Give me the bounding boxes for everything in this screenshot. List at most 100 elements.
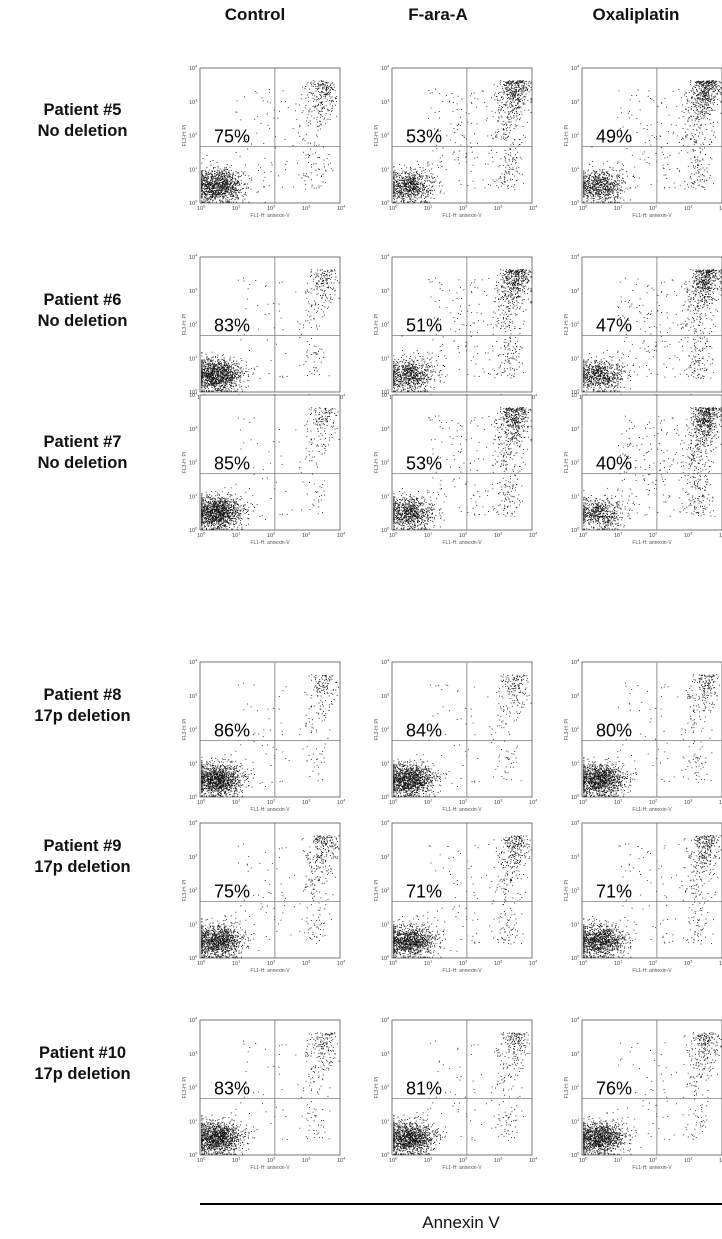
y-tick-label: 102 xyxy=(381,1083,390,1092)
y-tick-label: 102 xyxy=(381,725,390,734)
x-tick-label: 100 xyxy=(389,204,398,213)
scatter-points xyxy=(201,835,340,958)
y-tick-label: 101 xyxy=(381,920,390,929)
dot-plot: 75% 100 101 102 103 104 100 101 102 103 104 FL1-H: … xyxy=(182,819,352,975)
plot-x-axis-label: FL1-H: annexin-V xyxy=(632,968,672,974)
percent-label: 83% xyxy=(214,1078,250,1098)
y-tick-label: 101 xyxy=(571,1117,580,1126)
row-label-patient: Patient #6 xyxy=(0,290,165,311)
row-label-deletion: 17p deletion xyxy=(0,1064,165,1085)
x-tick-label: 104 xyxy=(719,204,722,213)
x-tick-label: 104 xyxy=(529,393,538,402)
x-tick-label: 103 xyxy=(302,798,311,807)
y-tick-label: 101 xyxy=(571,759,580,768)
y-tick-label: 100 xyxy=(571,793,580,802)
dot-plot: 85% 100 101 102 103 104 100 101 102 103 104 FL1-H: … xyxy=(182,391,352,547)
plot-x-axis-label: FL1-H: annexin-V xyxy=(250,807,290,813)
y-tick-label: 101 xyxy=(381,354,390,363)
scatter-points xyxy=(583,835,722,958)
y-tick-label: 103 xyxy=(571,691,580,700)
y-tick-label: 100 xyxy=(189,793,198,802)
plot-x-axis-label: FL1-H: annexin-V xyxy=(442,807,482,813)
percent-label: 76% xyxy=(596,1078,632,1098)
y-tick-label: 100 xyxy=(381,954,390,963)
y-tick-label: 104 xyxy=(189,64,198,73)
y-tick-label: 100 xyxy=(189,954,198,963)
scatter-points xyxy=(393,407,532,530)
y-tick-label: 103 xyxy=(381,1049,390,1058)
y-tick-label: 104 xyxy=(571,819,580,828)
plot-x-axis-label: FL1-H: annexin-V xyxy=(250,213,290,219)
plot-y-axis-label: FL3-H: PI xyxy=(182,452,188,473)
dot-plot-svg: 51%100101102103104100101102103104FL1-H: … xyxy=(374,253,538,409)
y-tick-label: 102 xyxy=(571,131,580,140)
percent-label: 85% xyxy=(214,453,250,473)
x-tick-label: 101 xyxy=(232,798,241,807)
x-tick-label: 100 xyxy=(579,959,588,968)
plot-y-axis-label: FL3-H: PI xyxy=(374,452,380,473)
x-axis-title: Annexin V xyxy=(200,1213,722,1233)
scatter-points xyxy=(201,674,340,797)
x-tick-label: 102 xyxy=(459,959,468,968)
x-tick-label: 102 xyxy=(649,959,658,968)
x-tick-label: 104 xyxy=(529,798,538,807)
scatter-points xyxy=(583,674,720,797)
plot-frame xyxy=(199,822,341,959)
row-label-deletion: No deletion xyxy=(0,453,165,474)
y-tick-label: 101 xyxy=(381,165,390,174)
percent-label: 75% xyxy=(214,881,250,901)
x-tick-label: 103 xyxy=(302,531,311,540)
y-tick-label: 100 xyxy=(381,388,390,397)
scatter-points xyxy=(583,1032,722,1155)
dot-plot-svg: 83%100101102103104100101102103104FL1-H: … xyxy=(182,253,346,409)
scatter-points xyxy=(393,1032,530,1155)
y-tick-label: 101 xyxy=(189,1117,198,1126)
y-tick-label: 101 xyxy=(189,920,198,929)
plot-y-axis-label: FL3-H: PI xyxy=(374,125,380,146)
dot-plot-svg: 85%100 101 102 103 104100101102103104FL1-H: … xyxy=(182,391,346,547)
x-tick-label: 100 xyxy=(579,204,588,213)
x-tick-label: 102 xyxy=(649,1156,658,1165)
y-tick-label: 103 xyxy=(189,286,198,295)
x-tick-label: 104 xyxy=(529,204,538,213)
y-tick-label: 100 xyxy=(381,793,390,802)
x-tick-label: 101 xyxy=(232,1156,241,1165)
x-tick-label: 102 xyxy=(267,204,276,213)
x-tick-label: 103 xyxy=(494,798,503,807)
scatter-points xyxy=(201,269,340,392)
y-tick-label: 104 xyxy=(189,391,198,400)
percent-label: 40% xyxy=(596,453,632,473)
y-tick-label: 104 xyxy=(571,253,580,262)
row-label-patient-7: Patient #7 No deletion xyxy=(0,432,165,474)
y-tick-label: 102 xyxy=(571,725,580,734)
y-tick-label: 102 xyxy=(571,1083,580,1092)
y-tick-label: 104 xyxy=(381,64,390,73)
x-tick-label: 103 xyxy=(684,959,693,968)
percent-label: 83% xyxy=(214,315,250,335)
y-tick-label: 104 xyxy=(189,658,198,667)
x-tick-label: 100 xyxy=(579,531,588,540)
scatter-points xyxy=(393,835,532,958)
plot-x-axis-label: FL1-H: annexin-V xyxy=(442,1165,482,1171)
x-tick-label: 101 xyxy=(424,204,433,213)
y-tick-label: 103 xyxy=(571,1049,580,1058)
percent-label: 84% xyxy=(406,720,442,740)
percent-label: 53% xyxy=(406,126,442,146)
y-tick-label: 103 xyxy=(189,691,198,700)
dot-plot: 81% 100 101 102 103 104 100 101 102 103 104 FL1-H: … xyxy=(374,1016,544,1172)
x-tick-label: 100 xyxy=(197,1156,206,1165)
plot-y-axis-label: FL3-H: PI xyxy=(564,719,570,740)
x-tick-label: 103 xyxy=(494,1156,503,1165)
scatter-points xyxy=(201,1032,340,1155)
y-tick-label: 102 xyxy=(571,458,580,467)
y-tick-label: 102 xyxy=(189,725,198,734)
percent-label: 71% xyxy=(406,881,442,901)
column-header-f-ara-a: F-ara-A xyxy=(358,5,518,25)
row-label-patient-9: Patient #9 17p deletion xyxy=(0,836,165,878)
x-tick-label: 104 xyxy=(719,1156,722,1165)
x-tick-label: 100 xyxy=(197,798,206,807)
plot-y-axis-label: FL3-H: PI xyxy=(564,1077,570,1098)
x-tick-label: 101 xyxy=(232,959,241,968)
y-tick-label: 100 xyxy=(571,199,580,208)
row-label-patient-6: Patient #6 No deletion xyxy=(0,290,165,332)
